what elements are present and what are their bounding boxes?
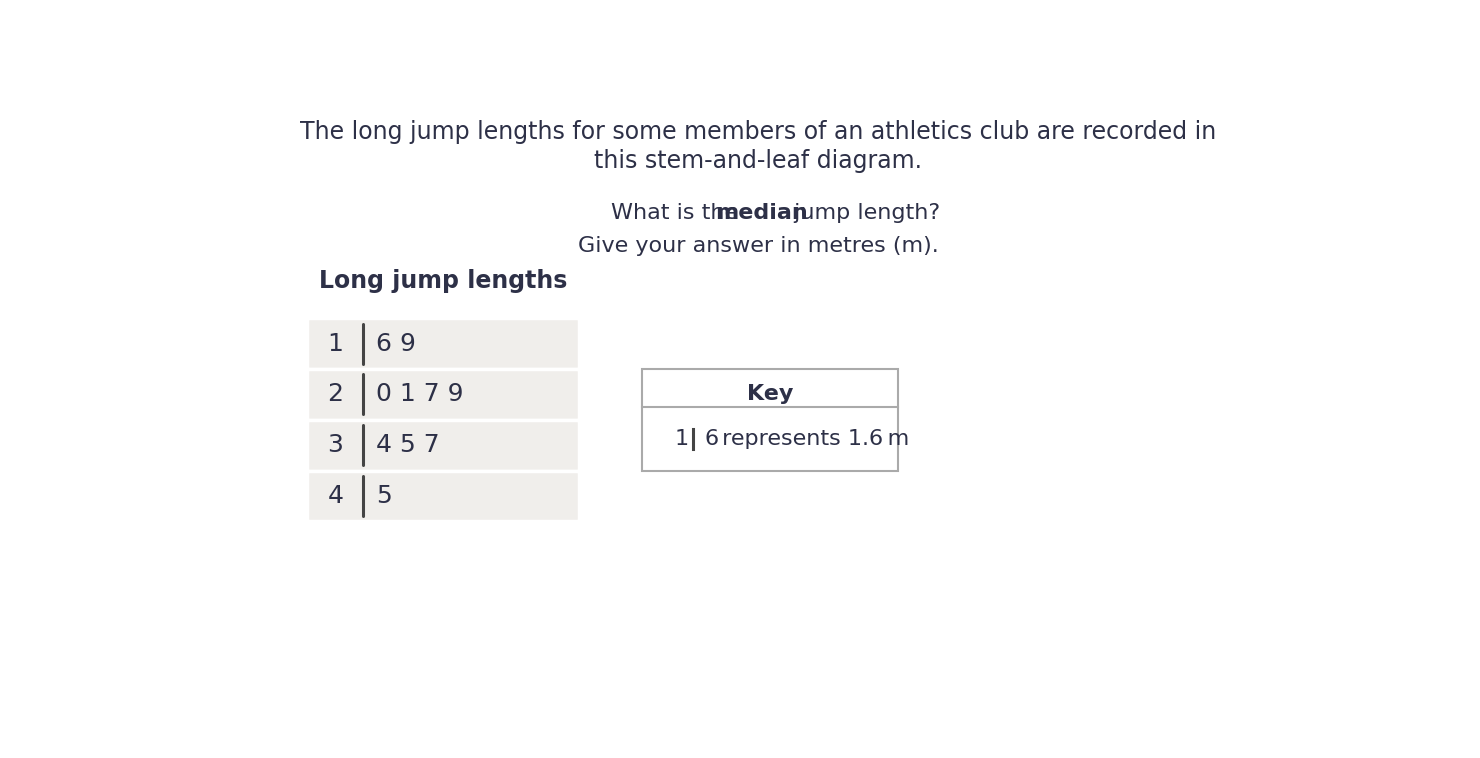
FancyBboxPatch shape xyxy=(308,420,579,471)
Text: 6 9: 6 9 xyxy=(376,331,416,356)
Text: Long jump lengths: Long jump lengths xyxy=(318,270,567,293)
Text: Key: Key xyxy=(747,384,793,404)
Text: this stem-and-leaf diagram.: this stem-and-leaf diagram. xyxy=(595,149,922,173)
Text: 1: 1 xyxy=(675,429,688,449)
Text: jump length?: jump length? xyxy=(787,202,940,223)
Text: 4: 4 xyxy=(327,484,343,508)
FancyBboxPatch shape xyxy=(308,318,579,369)
Text: 5: 5 xyxy=(376,484,391,508)
Text: 2: 2 xyxy=(327,382,343,406)
Text: 6: 6 xyxy=(704,429,718,449)
Text: 1: 1 xyxy=(327,331,343,356)
FancyBboxPatch shape xyxy=(308,369,579,420)
Text: median: median xyxy=(715,202,808,223)
Text: 3: 3 xyxy=(327,433,343,457)
FancyBboxPatch shape xyxy=(642,369,898,471)
Text: Give your answer in metres (m).: Give your answer in metres (m). xyxy=(579,236,938,255)
FancyBboxPatch shape xyxy=(308,471,579,522)
Text: represents 1.6 m: represents 1.6 m xyxy=(715,429,909,449)
Text: 4 5 7: 4 5 7 xyxy=(376,433,440,457)
Text: 0 1 7 9: 0 1 7 9 xyxy=(376,382,463,406)
Text: What is the: What is the xyxy=(611,202,746,223)
Text: The long jump lengths for some members of an athletics club are recorded in: The long jump lengths for some members o… xyxy=(300,121,1217,144)
